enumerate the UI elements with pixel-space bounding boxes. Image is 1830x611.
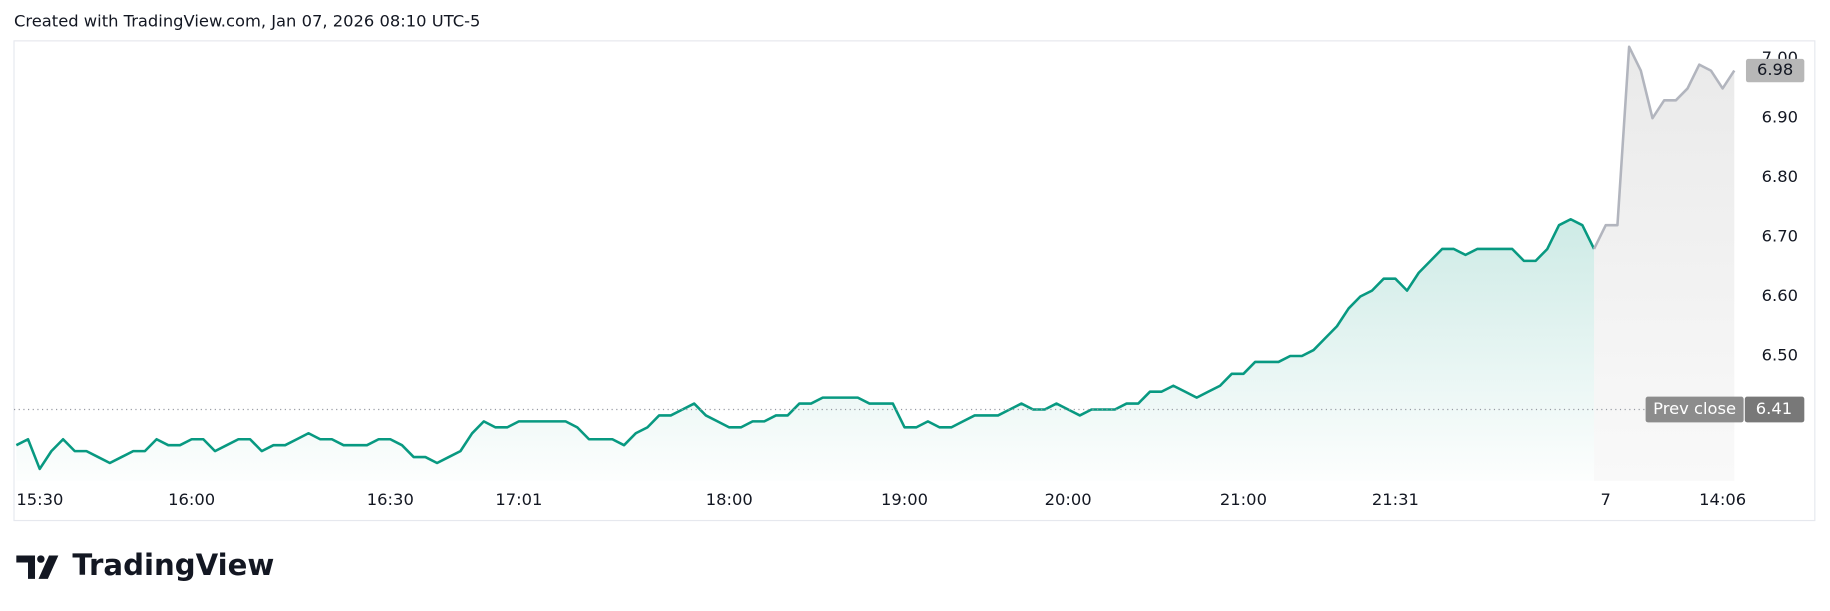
x-tick-label: 17:01 [495,490,542,509]
line [15,217,1596,471]
reference-value-box [1744,396,1805,423]
header: Created with TradingView.com, Jan 07, 20… [14,12,480,31]
reference-value: 6.41 [1756,399,1792,418]
x-tick-label: 16:30 [367,490,414,509]
x-tick-label: 21:00 [1220,490,1267,509]
brand: TradingView [72,548,274,582]
last-value-box [1745,58,1805,83]
line [1592,45,1736,250]
y-tick-label: 6.50 [1762,345,1798,364]
x-tick-label: 7 [1601,490,1611,509]
x-tick-label: 16:00 [168,490,215,509]
last-value-label: 6.98 [1757,60,1793,79]
y-tick-label: 6.70 [1762,227,1798,246]
x-tick-label: 18:00 [706,490,753,509]
y-tick-label: 6.80 [1762,167,1798,186]
x-tick-label: 20:00 [1045,490,1092,509]
y-tick-label: 6.60 [1762,286,1798,305]
x-tick-label: 19:00 [881,490,928,509]
x-tick-label: 15:30 [16,490,63,509]
chart-frame [13,40,1816,522]
logo [16,555,59,579]
area [1594,46,1735,481]
area [16,219,1595,481]
x-tick-label: 21:31 [1372,490,1419,509]
y-tick-label: 6.90 [1762,108,1798,127]
reference-label: Prev close [1653,399,1736,418]
x-tick-label: 14:06 [1699,490,1746,509]
reference-label-box [1645,396,1744,423]
